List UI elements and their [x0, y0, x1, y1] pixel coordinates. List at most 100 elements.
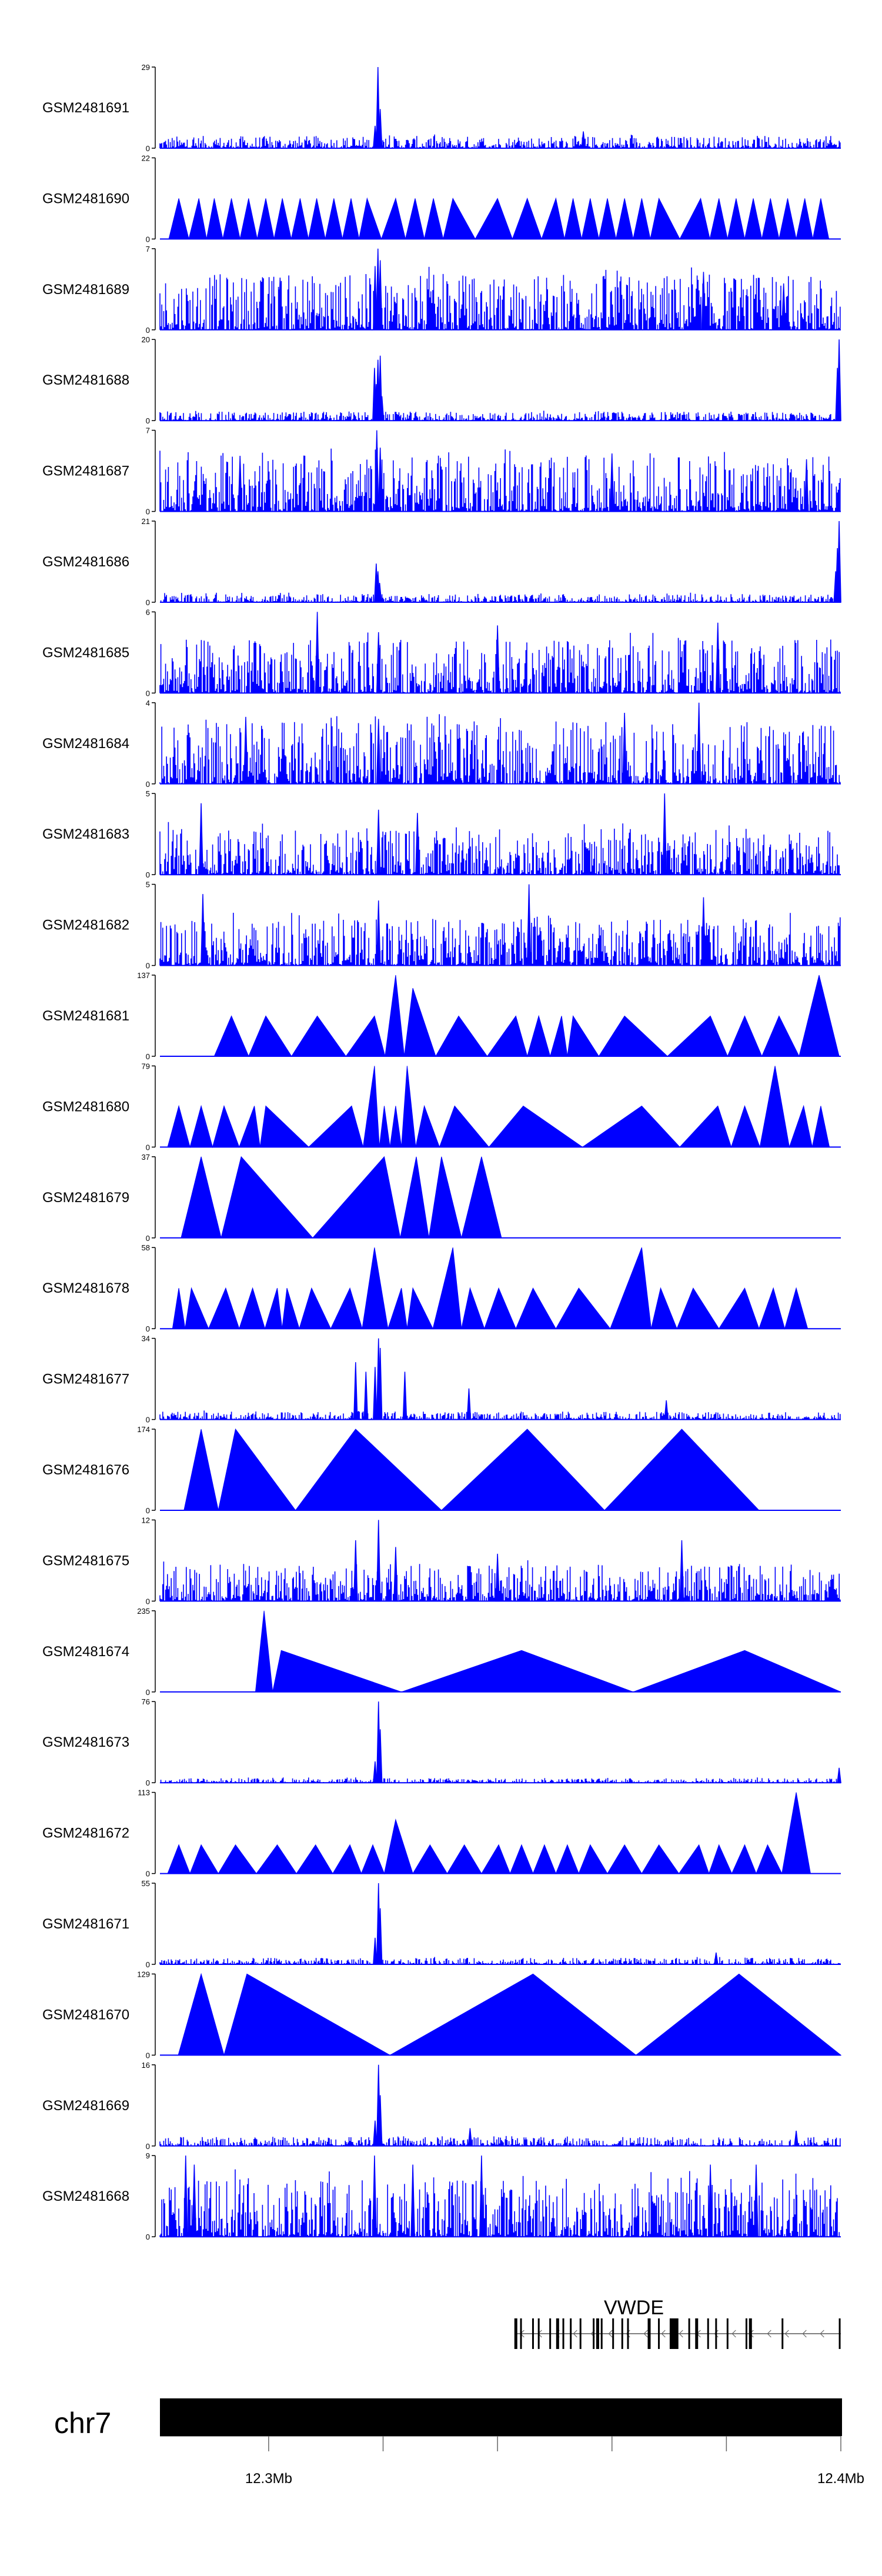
- gene-label: VWDE: [604, 2297, 664, 2319]
- coverage-peak: [373, 1367, 377, 1420]
- y-tick-label-zero: 0: [146, 1416, 150, 1424]
- y-tick-label-max: 21: [142, 517, 150, 526]
- y-tick-label-max: 137: [137, 971, 150, 980]
- coverage-peak: [495, 1553, 500, 1602]
- track-label: GSM2481677: [42, 1372, 129, 1387]
- coverage-area: [178, 1973, 842, 2057]
- y-tick-label-max: 20: [142, 335, 150, 344]
- coverage-peak: [781, 283, 786, 331]
- track-GSM2481672: GSM2481672 113 0: [42, 1788, 841, 1878]
- y-tick-label-zero: 0: [146, 2051, 150, 2060]
- y-tick-label-max: 37: [142, 1153, 150, 1162]
- y-tick-label-max: 22: [142, 154, 150, 162]
- track-label: GSM2481691: [42, 100, 129, 116]
- coverage-peak: [238, 455, 243, 512]
- axis-tick-label: 12.3Mb: [245, 2471, 292, 2487]
- coverage-peak: [372, 2155, 377, 2237]
- coverage-peak: [495, 625, 500, 694]
- coverage-peak: [662, 793, 667, 875]
- track-GSM2481669: GSM2481669 16 0: [42, 2061, 841, 2151]
- genomic-axis: 12.3Mb 12.4Mb: [160, 2435, 864, 2487]
- track-GSM2481671: GSM2481671 55 0: [42, 1879, 841, 1969]
- track-GSM2481684: GSM2481684 4 0: [42, 699, 841, 789]
- coverage-peak: [708, 2164, 713, 2237]
- y-tick-label-max: 5: [146, 789, 150, 798]
- coverage-peak: [183, 2155, 188, 2237]
- gene-exon: [537, 2318, 540, 2349]
- track-label: GSM2481675: [42, 1553, 129, 1569]
- coverage-peak: [192, 2164, 197, 2237]
- track-GSM2481670: GSM2481670 129 0: [42, 1970, 842, 2060]
- coverage-area: [172, 1247, 808, 1330]
- coverage-noise: [159, 913, 841, 966]
- track-label: GSM2481688: [42, 372, 129, 388]
- track-label: GSM2481678: [42, 1280, 129, 1296]
- coverage-noise: [159, 1410, 841, 1420]
- y-tick-label-max: 16: [142, 2061, 150, 2070]
- coverage-peak: [373, 1937, 377, 1965]
- coverage-noise: [159, 411, 841, 421]
- gene-exons: [514, 2318, 841, 2349]
- gene-exon: [658, 2318, 660, 2349]
- coverage-noise: [159, 1777, 841, 1783]
- track-GSM2481677: GSM2481677 34 0: [42, 1334, 841, 1424]
- chromosome-bar: [160, 2398, 842, 2436]
- coverage-peak: [794, 2130, 799, 2147]
- coverage-area: [213, 975, 840, 1057]
- y-tick-label-max: 4: [146, 699, 150, 708]
- coverage-area: [167, 1066, 830, 1149]
- gene-exon: [570, 2318, 572, 2349]
- strand-arrow: [679, 2330, 683, 2338]
- coverage-peak: [467, 2128, 473, 2147]
- coverage-peak: [679, 1540, 684, 1602]
- y-tick-label-max: 129: [137, 1970, 150, 1978]
- gene-exon: [688, 2318, 690, 2349]
- strand-arrow: [661, 2330, 666, 2338]
- y-tick-label-zero: 0: [146, 1688, 150, 1697]
- gene-exon: [621, 2318, 623, 2349]
- track-label: GSM2481668: [42, 2188, 129, 2204]
- y-tick-label-zero: 0: [146, 1506, 150, 1515]
- coverage-peak: [375, 430, 379, 512]
- coverage-peak: [701, 272, 706, 331]
- coverage-peak: [754, 2164, 759, 2237]
- track-GSM2481690: GSM2481690 22 0: [42, 154, 841, 243]
- y-tick-label-max: 29: [142, 63, 150, 72]
- track-GSM2481683: GSM2481683 5 0: [42, 789, 841, 879]
- track-GSM2481682: GSM2481682 5 0: [42, 880, 841, 970]
- y-tick-label-max: 235: [137, 1607, 150, 1616]
- chromosome-label: chr7: [54, 2407, 111, 2440]
- coverage-noise: [159, 2169, 841, 2237]
- chromosome-ideogram-track: chr7: [54, 2398, 842, 2440]
- y-tick-label-max: 9: [146, 2151, 150, 2160]
- track-GSM2481691: GSM2481691 29 0: [42, 63, 841, 153]
- coverage-peak: [609, 453, 614, 512]
- strand-arrow: [608, 2330, 613, 2338]
- track-GSM2481679: GSM2481679 37 0: [42, 1153, 841, 1243]
- track-label: GSM2481684: [42, 736, 129, 752]
- y-tick-label-zero: 0: [146, 780, 150, 789]
- gene-exon: [838, 2318, 841, 2349]
- coverage-peak: [622, 713, 627, 785]
- y-tick-label-max: 58: [142, 1243, 150, 1252]
- coverage-noise: [159, 822, 841, 875]
- coverage-peak: [526, 884, 532, 966]
- gene-exon: [612, 2318, 614, 2349]
- y-tick-label-zero: 0: [146, 2142, 150, 2151]
- track-GSM2481688: GSM2481688 20 0: [42, 335, 841, 425]
- track-label: GSM2481681: [42, 1008, 129, 1024]
- track-label: GSM2481671: [42, 1916, 129, 1932]
- coverage-peak: [837, 1767, 841, 1783]
- y-tick-label-max: 5: [146, 880, 150, 889]
- y-tick-label-max: 113: [138, 1788, 150, 1797]
- track-label: GSM2481674: [42, 1644, 129, 1660]
- coverage-peak: [410, 2164, 415, 2237]
- track-GSM2481680: GSM2481680 79 0: [42, 1062, 841, 1152]
- coverage-noise: [159, 1957, 841, 1964]
- track-label: GSM2481685: [42, 645, 129, 660]
- coverage-area: [167, 1792, 811, 1875]
- gene-exon: [726, 2318, 729, 2349]
- coverage-noise: [159, 448, 841, 512]
- gene-exon: [562, 2318, 564, 2349]
